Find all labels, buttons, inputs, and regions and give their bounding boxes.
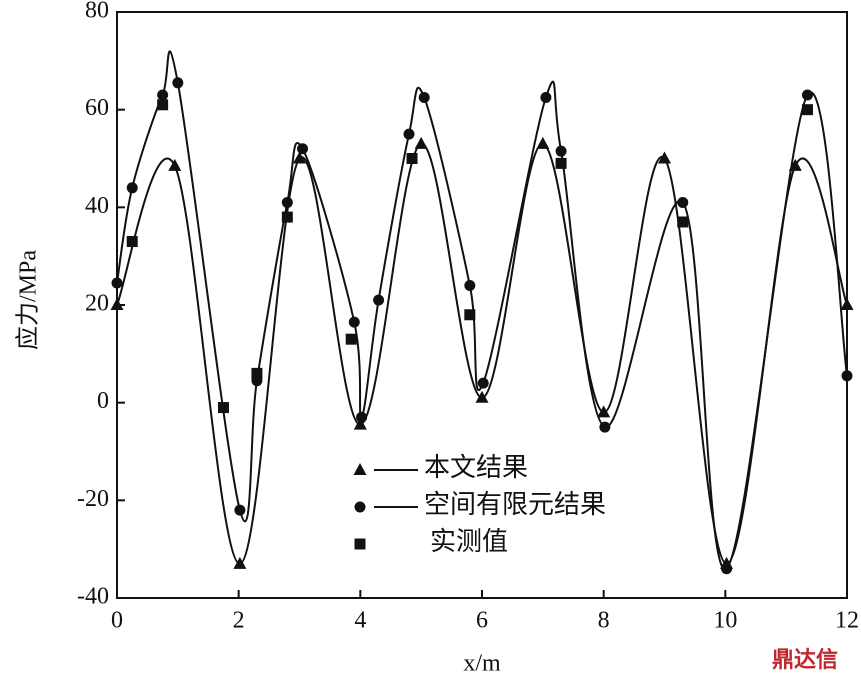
triangle-marker	[233, 556, 247, 569]
y-tick-label: 60	[85, 95, 109, 121]
circle-marker	[677, 196, 689, 208]
circle-marker	[540, 91, 552, 103]
circle-marker	[599, 421, 611, 433]
circle-marker	[477, 377, 489, 389]
triangle-marker	[353, 417, 367, 430]
triangle-marker	[658, 151, 671, 164]
square-marker	[677, 216, 689, 228]
circle-marker	[234, 504, 246, 516]
square-marker	[281, 211, 293, 223]
circle-marker	[297, 143, 309, 155]
triangle-marker	[414, 136, 428, 149]
square-marker	[801, 104, 813, 116]
circle-marker	[356, 411, 368, 423]
circle-marker	[464, 279, 476, 291]
circle-marker	[373, 294, 385, 306]
circle-marker	[354, 501, 366, 513]
x-tick-label: 8	[598, 608, 610, 634]
x-tick-label: 0	[111, 608, 123, 634]
circle-marker	[281, 196, 293, 208]
square-marker	[345, 333, 357, 345]
square-marker	[406, 153, 418, 164]
triangle-marker	[840, 298, 854, 310]
square-marker	[555, 157, 567, 169]
circle-marker	[841, 370, 853, 382]
legend-label: 空间有限元结果	[424, 490, 606, 519]
triangle-marker	[475, 390, 489, 403]
legend-label: 本文结果	[424, 453, 528, 482]
square-marker	[217, 402, 229, 414]
circle-marker	[157, 89, 169, 101]
triangle-marker	[536, 136, 550, 149]
circle-marker	[418, 91, 430, 103]
circle-marker	[403, 128, 415, 140]
x-tick-label: 12	[835, 608, 859, 634]
circle-marker	[172, 77, 184, 89]
legend-label: 实测值	[430, 527, 508, 556]
x-axis-label: x/m	[463, 651, 501, 677]
y-tick-label: -40	[77, 584, 109, 610]
circle-marker	[111, 277, 123, 289]
square-marker	[464, 309, 476, 321]
circle-marker	[126, 182, 138, 194]
square-marker	[251, 367, 263, 379]
x-tick-label: 6	[476, 608, 488, 634]
circle-marker	[721, 563, 733, 575]
circle-marker	[801, 89, 813, 101]
y-axis-label: 应力/MPa	[15, 250, 42, 350]
x-tick-label: 2	[233, 608, 245, 634]
triangle-marker	[168, 158, 182, 171]
circle-marker	[348, 316, 360, 328]
y-tick-label: -20	[77, 486, 109, 512]
y-tick-label: 40	[85, 193, 109, 219]
square-marker	[157, 99, 169, 111]
y-tick-label: 80	[85, 0, 109, 24]
x-tick-label: 4	[354, 608, 366, 634]
triangle-marker	[293, 151, 306, 164]
square-marker	[126, 236, 138, 248]
y-tick-label: 20	[85, 291, 109, 317]
watermark: 鼎达信	[772, 647, 838, 672]
x-tick-label: 10	[713, 608, 737, 634]
y-tick-label: 0	[97, 388, 109, 414]
triangle-marker	[353, 463, 367, 475]
square-marker	[354, 538, 366, 550]
triangle-marker	[110, 298, 124, 310]
circle-marker	[555, 145, 567, 157]
triangle-marker	[597, 405, 611, 418]
